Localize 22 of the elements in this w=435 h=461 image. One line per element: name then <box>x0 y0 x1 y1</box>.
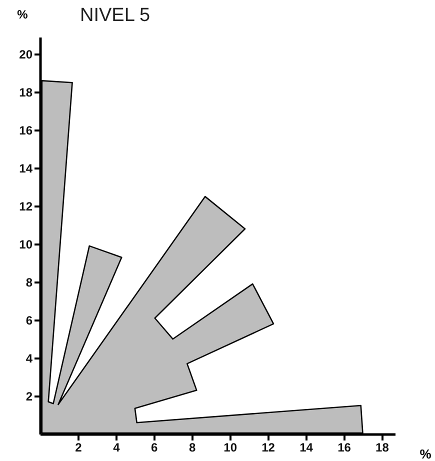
x-axis-title: % <box>420 446 432 461</box>
y-tick-label: 16 <box>19 124 33 138</box>
y-tick-label: 10 <box>19 238 33 252</box>
y-tick-label: 20 <box>19 48 33 62</box>
chart-title: NIVEL 5 <box>80 5 150 26</box>
y-tick-label: 12 <box>19 200 33 214</box>
x-tick-label: 4 <box>113 440 120 454</box>
y-tick-label: 18 <box>19 86 33 100</box>
x-tick-label: 6 <box>151 440 158 454</box>
y-tick-label: 8 <box>26 276 33 290</box>
x-tick-label: 10 <box>224 440 238 454</box>
y-tick-label: 2 <box>26 390 33 404</box>
x-tick-label: 12 <box>262 440 276 454</box>
x-tick-label: 14 <box>300 440 314 454</box>
x-tick-label: 8 <box>189 440 196 454</box>
x-tick-label: 16 <box>338 440 352 454</box>
y-tick-label: 14 <box>19 162 33 176</box>
x-tick-label: 2 <box>75 440 82 454</box>
y-tick-label: 4 <box>26 352 33 366</box>
x-tick-label: 18 <box>376 440 390 454</box>
y-tick-label: 6 <box>26 314 33 328</box>
y-axis-title: % <box>17 8 28 22</box>
